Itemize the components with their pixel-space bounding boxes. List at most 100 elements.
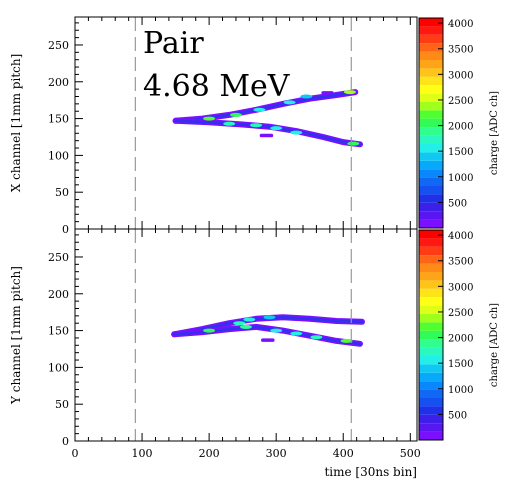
colorbar-segment [419,34,443,44]
x-tick-label: 0 [72,447,79,460]
colorbar-segment [419,364,443,373]
colorbar-segment [419,186,443,195]
colorbar-title: charge [ADC ch] [489,303,500,387]
charge-hotspot [263,315,276,320]
colorbar-segment [419,202,443,212]
x-tick-label: 200 [199,447,220,460]
colorbar-segment [419,372,443,382]
track-core [174,119,362,146]
y-tick-label: 250 [48,39,69,52]
charge-hotspot [343,90,356,95]
track-band [172,117,363,148]
colorbar-segment [419,118,443,128]
colorbar-tick-label: 2500 [448,96,473,107]
x-tick-label: 100 [132,447,153,460]
colorbar-segment [419,280,443,289]
colorbar-frame [418,17,444,229]
y-axis-title: Y channel [1mm pitch] [9,266,23,405]
colorbar-tick-label: 2500 [448,308,473,319]
colorbar-segment [419,322,443,331]
y-tick-label: 100 [48,361,69,374]
colorbar-segment [419,169,443,178]
y-tick-label: 50 [55,186,69,199]
colorbar-tick-label: 1000 [448,385,473,396]
charge-hotspot [250,123,263,128]
colorbar-tick-label: 1500 [448,359,473,370]
colorbar-segment [419,230,443,239]
charge-hotspot [233,321,246,326]
charge-hotspot [240,324,252,329]
colorbar-segment [419,144,443,153]
colorbar-segment [419,93,443,102]
charge-hotspot [243,317,256,322]
y-tick-label: 0 [62,435,69,448]
colorbar-segment [419,102,443,111]
colorbar-segment [419,246,443,256]
charge-hotspot [270,126,283,131]
colorbar-segment [419,68,443,77]
charge-hotspot [347,141,360,146]
colorbar-segment [419,43,443,52]
colorbar-segment [419,110,443,119]
event-annotation: 4.68 MeV [143,69,291,104]
x-axis-title: time [30ns bin] [324,465,417,479]
colorbar-tick-label: 1500 [448,147,473,158]
colorbar-segment [419,194,443,203]
colorbar-segment [419,18,443,27]
colorbar-segment [419,356,443,365]
charge-hotspot [290,130,303,135]
colorbar-tick-label: 3000 [448,70,473,81]
colorbar-segment [419,255,443,264]
colorbar-segment [419,398,443,407]
charge-hotspot [283,100,296,105]
x-tick-label: 400 [333,447,354,460]
colorbar-segment [419,431,443,440]
colorbar-tick-label: 500 [448,410,467,421]
colorbar-segment [419,297,443,306]
colorbar-segment [419,51,443,60]
colorbar-frame [418,229,444,441]
colorbar-title: charge [ADC ch] [489,91,500,175]
colorbar-segment [419,288,443,298]
colorbar-tick-label: 2000 [448,122,473,133]
y-axis-title: X channel [1mm pitch] [9,54,23,193]
colorbar-segment [419,381,443,390]
colorbar-tick-label: 3500 [448,45,473,56]
colorbar-segment [419,26,443,35]
colorbar-segment [419,238,443,247]
colorbar-segment [419,76,443,86]
colorbar-segment [419,127,443,136]
colorbar-tick-label: 1000 [448,173,473,184]
colorbar-tick-label: 4000 [448,19,473,30]
y-tick-label: 150 [48,113,69,126]
colorbar-tick-label: 4000 [448,231,473,242]
colorbar-segment [419,389,443,398]
colorbar-segment [419,263,443,272]
y-tick-label: 200 [48,76,69,89]
colorbar-segment [419,160,443,170]
charge-hotspot [203,116,216,121]
charge-hotspot [270,328,283,333]
charge-hotspot [290,331,303,336]
colorbar-tick-label: 500 [448,198,467,209]
y-tick-label: 100 [48,149,69,162]
colorbar-segment [419,414,443,424]
colorbar-segment [419,406,443,415]
colorbar-segment [419,177,443,186]
x-tick-label: 500 [400,447,421,460]
x-tick-label: 300 [266,447,287,460]
charge-hotspot [203,328,216,333]
charge-hotspot [229,112,242,117]
colorbar-tick-label: 3000 [448,282,473,293]
charge-hotspot [300,94,313,99]
plot-frame [74,228,418,442]
colorbar-segment [419,219,443,228]
colorbar-segment [419,347,443,356]
y-tick-label: 250 [48,251,69,264]
y-tick-label: 50 [55,398,69,411]
colorbar-segment [419,314,443,323]
event-annotation: Pair [143,26,204,61]
colorbar-segment [419,305,443,314]
